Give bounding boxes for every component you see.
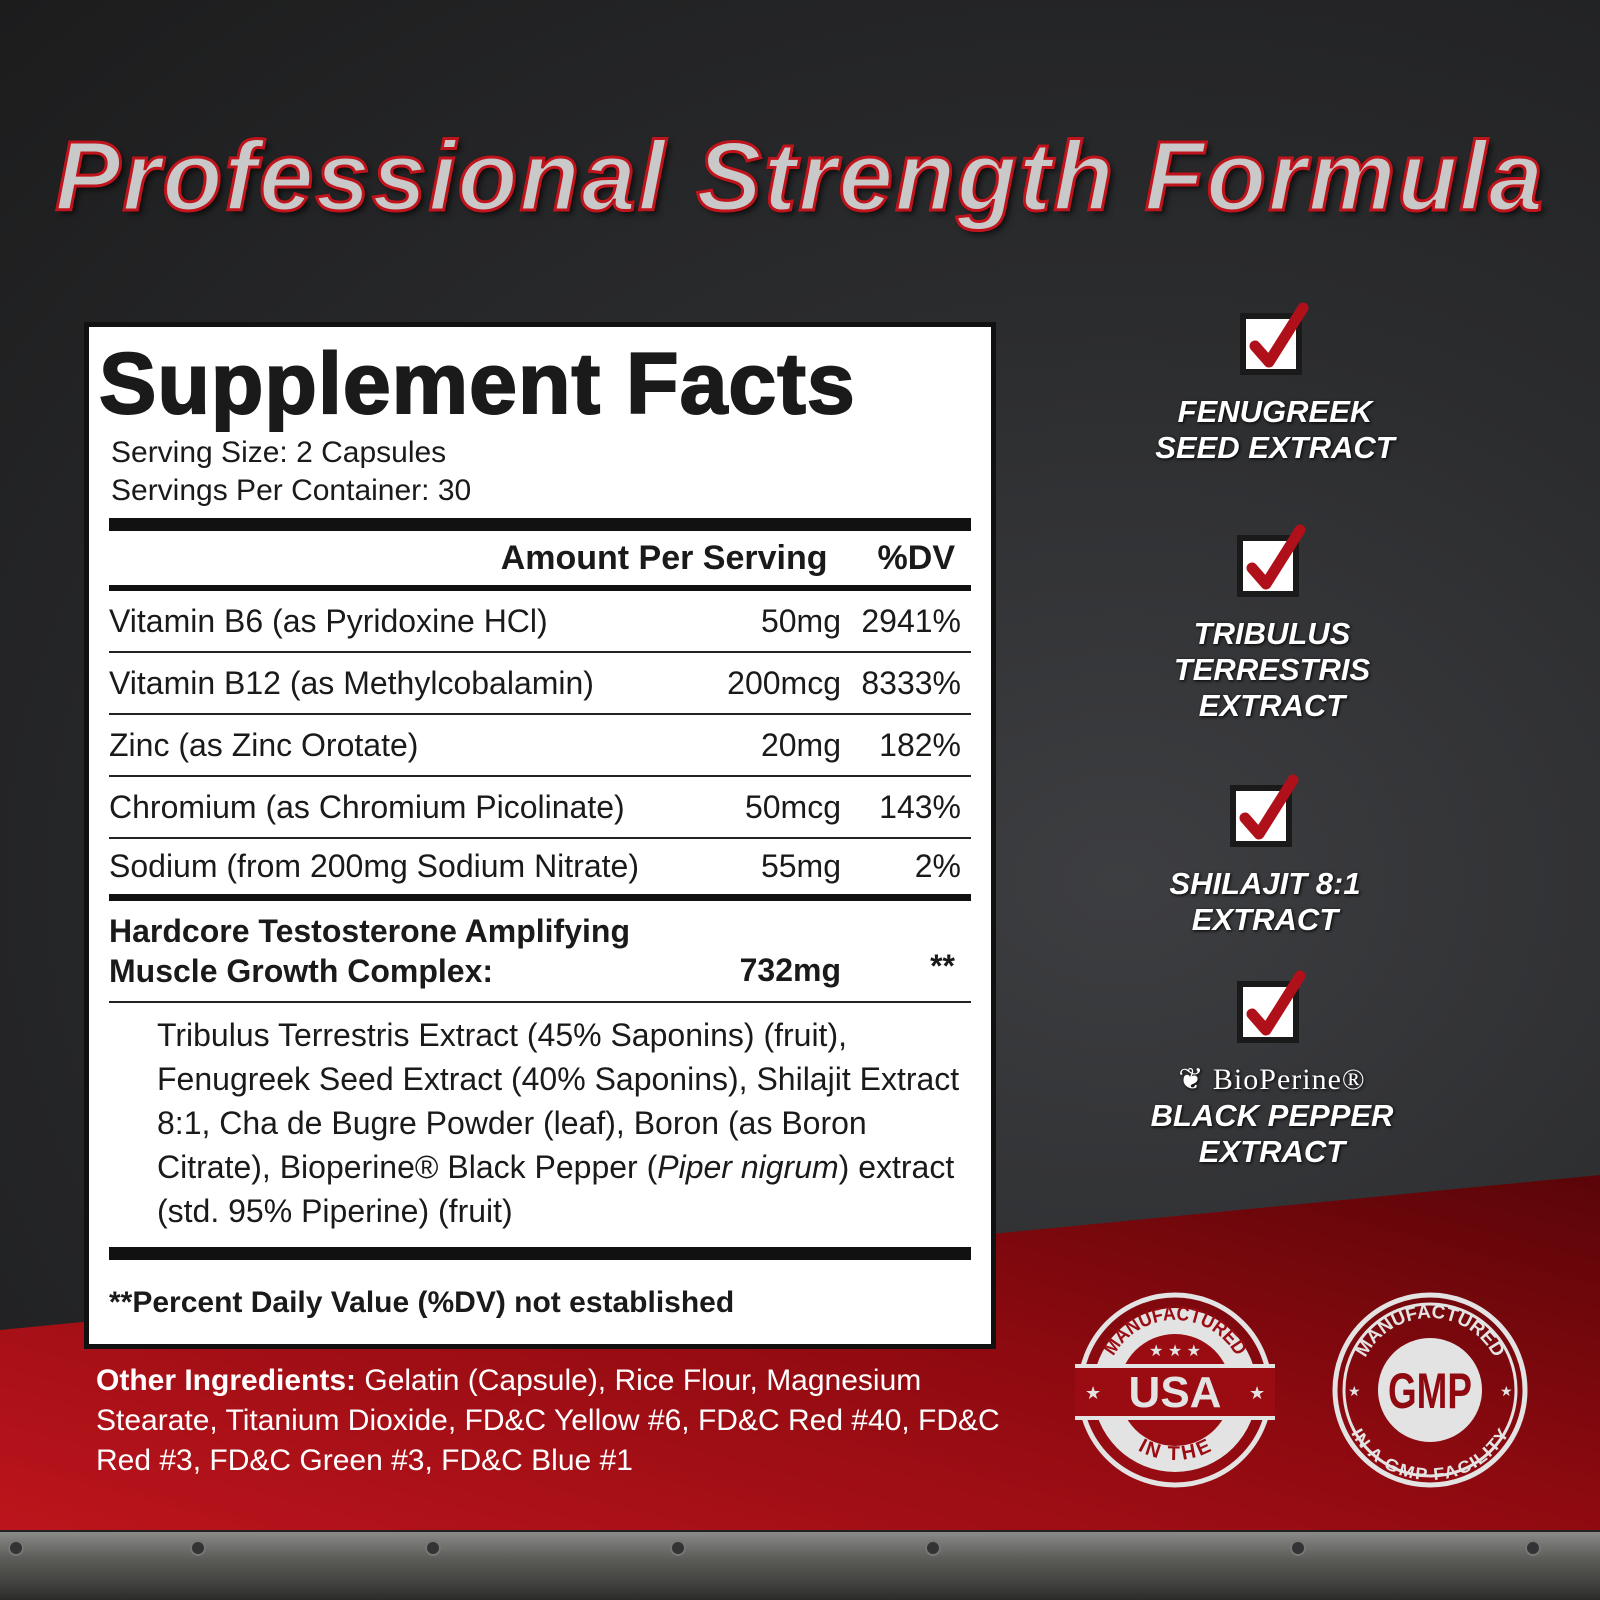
nutrient-dv: 8333%: [861, 664, 961, 701]
blend-latin-name: Piper nigrum: [657, 1149, 839, 1185]
metal-strip: [0, 1530, 1600, 1600]
supplement-facts-panel: Supplement Facts Serving Size: 2 Capsule…: [84, 322, 996, 1349]
screw-icon: [670, 1540, 686, 1556]
other-ingredients: Other Ingredients: Gelatin (Capsule), Ri…: [96, 1361, 1016, 1481]
facts-title: Supplement Facts: [98, 335, 856, 433]
nutrient-dv: 182%: [879, 726, 961, 763]
headline: Professional Strength Formula: [53, 120, 1546, 233]
nutrient-name: Vitamin B12 (as Methylcobalamin): [109, 664, 594, 701]
nutrient-amount: 50mg: [760, 602, 841, 639]
nutrient-dv: 2941%: [861, 602, 961, 639]
brand-name: BioPerine®: [1212, 1063, 1366, 1096]
divider: [109, 518, 971, 531]
made-in-usa-seal: MANUFACTURED IN THE USA ★ ★ ★ ★ ★: [1075, 1292, 1275, 1488]
seal-text-center: USA: [1129, 1368, 1222, 1417]
complex-row: Hardcore Testosterone Amplifying Muscle G…: [109, 901, 971, 1003]
nutrient-row: Vitamin B12 (as Methylcobalamin) 200mcg 83…: [109, 653, 971, 715]
divider: [109, 1247, 971, 1260]
nutrient-row: Chromium (as Chromium Picolinate) 50mcg 14…: [109, 777, 971, 839]
complex-name-line2: Muscle Growth Complex:: [109, 953, 494, 989]
feature-line: EXTRACT: [1198, 1134, 1346, 1169]
complex-dv: **: [930, 948, 955, 984]
nutrient-name: Zinc (as Zinc Orotate): [109, 726, 419, 763]
feature-line: EXTRACT: [1198, 688, 1346, 723]
other-ingredients-text: Gelatin (Capsule), Rice Flour, Magnesium…: [96, 1364, 1000, 1477]
nutrient-name: Sodium (from 200mg Sodium Nitrate): [109, 848, 639, 884]
complex-amount: 732mg: [739, 952, 841, 988]
feature-line: FENUGREEK: [1177, 394, 1373, 429]
star-icon: ★ ★ ★: [1149, 1343, 1201, 1360]
nutrient-dv: 143%: [879, 788, 961, 825]
column-header: Amount Per Serving %DV: [109, 531, 971, 591]
feature-tribulus: TRIBULUS TERRESTRIS EXTRACT: [1072, 522, 1472, 724]
feature-line: EXTRACT: [1191, 902, 1339, 937]
checkbox-checked-icon: [1072, 968, 1472, 1048]
other-ingredients-label: Other Ingredients:: [96, 1364, 357, 1397]
blend-ingredients: Tribulus Terrestris Extract (45% Saponin…: [109, 1003, 971, 1247]
star-icon: ★: [1249, 1383, 1265, 1403]
feature-line: BLACK PEPPER: [1150, 1098, 1394, 1133]
nutrient-row: Zinc (as Zinc Orotate) 20mg 182%: [109, 715, 971, 777]
checkbox-checked-icon: [1065, 772, 1465, 852]
serving-size: Serving Size: 2 Capsules: [111, 436, 447, 469]
nutrient-row: Sodium (from 200mg Sodium Nitrate) 55mg 2%: [109, 839, 971, 901]
nutrient-name: Chromium (as Chromium Picolinate): [109, 788, 625, 825]
footnote: **Percent Daily Value (%DV) not establis…: [109, 1286, 735, 1319]
screw-icon: [425, 1540, 441, 1556]
nutrient-row: Vitamin B6 (as Pyridoxine HCl) 50mg 2941%: [109, 591, 971, 653]
screw-icon: [1290, 1540, 1306, 1556]
pepper-leaf-icon: ❦: [1178, 1063, 1213, 1096]
col-dv: %DV: [877, 538, 955, 577]
gmp-facility-seal: MANUFACTURED IN A GMP FACILITY GMP ★ ★: [1332, 1292, 1528, 1488]
feature-line: SHILAJIT 8:1: [1169, 866, 1361, 901]
nutrient-amount: 20mg: [760, 726, 841, 763]
nutrient-dv: 2%: [914, 848, 961, 884]
feature-line: TERRESTRIS: [1173, 652, 1371, 687]
feature-shilajit: SHILAJIT 8:1 EXTRACT: [1065, 772, 1465, 938]
screw-icon: [925, 1540, 941, 1556]
checkbox-checked-icon: [1075, 300, 1475, 380]
nutrient-amount: 50mcg: [744, 788, 841, 825]
complex-name-line1: Hardcore Testosterone Amplifying: [109, 913, 630, 949]
feature-line: SEED EXTRACT: [1155, 430, 1395, 465]
blend-text: ) extract (std. 95% Piperine) (fruit): [157, 1149, 955, 1229]
star-icon: ★: [1085, 1383, 1101, 1403]
blend-text: Tribulus Terrestris Extract (45% Saponin…: [157, 1017, 960, 1185]
screw-icon: [1525, 1540, 1541, 1556]
feature-bioperine: ❦ BioPerine® BLACK PEPPER EXTRACT: [1072, 968, 1472, 1170]
screw-icon: [8, 1540, 24, 1556]
star-icon: ★: [1348, 1383, 1361, 1399]
nutrient-amount: 200mcg: [727, 664, 841, 701]
seal-text-center: GMP: [1388, 1363, 1472, 1419]
screw-icon: [190, 1540, 206, 1556]
nutrient-name: Vitamin B6 (as Pyridoxine HCl): [109, 602, 548, 639]
nutrient-amount: 55mg: [760, 848, 841, 884]
servings-per-container: Servings Per Container: 30: [111, 474, 472, 507]
feature-line: TRIBULUS: [1193, 616, 1351, 651]
checkbox-checked-icon: [1072, 522, 1472, 602]
star-icon: ★: [1500, 1383, 1513, 1399]
bioperine-logo: ❦ BioPerine®: [1072, 1062, 1472, 1098]
col-amount: Amount Per Serving: [500, 538, 828, 577]
feature-fenugreek: FENUGREEK SEED EXTRACT: [1075, 300, 1475, 466]
